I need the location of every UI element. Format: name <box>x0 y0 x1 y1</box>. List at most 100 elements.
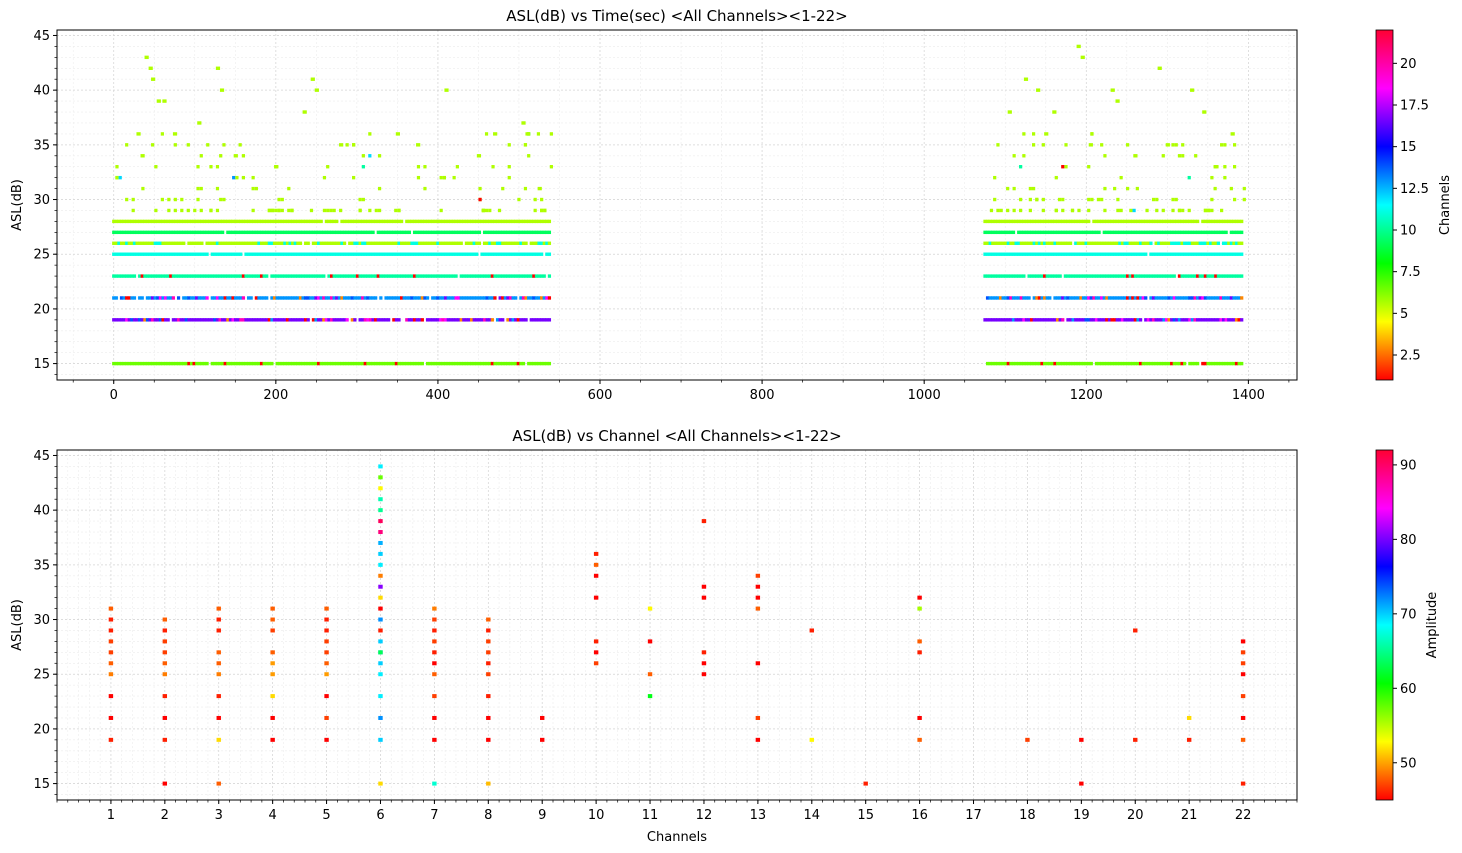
data-point <box>340 296 344 300</box>
data-point <box>1133 318 1137 322</box>
data-point <box>187 296 191 300</box>
data-point <box>1214 252 1218 256</box>
data-point <box>1175 230 1179 235</box>
data-point <box>1126 186 1130 191</box>
data-point <box>1043 318 1047 322</box>
data-point <box>1118 241 1122 245</box>
data-point <box>1110 274 1114 278</box>
data-point <box>549 132 553 136</box>
data-point <box>415 361 419 366</box>
data-point <box>462 274 466 278</box>
data-point <box>477 219 482 224</box>
data-point <box>270 661 275 666</box>
data-point <box>1107 241 1112 245</box>
data-point <box>327 241 331 245</box>
data-point <box>215 252 220 256</box>
data-point <box>1102 296 1106 300</box>
data-point <box>173 197 177 202</box>
data-point <box>140 252 144 256</box>
data-point <box>231 318 235 322</box>
data-point <box>304 361 308 366</box>
data-point <box>1100 197 1104 202</box>
data-point <box>983 274 987 278</box>
data-point <box>368 230 373 235</box>
data-point <box>252 318 256 322</box>
data-point <box>521 361 526 366</box>
data-point <box>379 296 383 300</box>
data-point <box>490 361 494 366</box>
data-point <box>167 197 171 202</box>
data-point <box>311 296 316 300</box>
data-point <box>326 165 330 169</box>
data-point <box>275 219 279 224</box>
data-point <box>1022 154 1026 158</box>
data-point <box>358 252 362 256</box>
data-point <box>1097 361 1101 366</box>
data-point <box>1164 361 1169 366</box>
data-point <box>547 252 552 256</box>
data-point <box>311 274 316 278</box>
data-point <box>350 252 354 256</box>
data-point <box>278 318 282 322</box>
data-point <box>345 230 349 235</box>
data-point <box>249 219 253 224</box>
data-point <box>389 252 393 256</box>
data-point <box>537 318 541 322</box>
data-point <box>187 241 191 245</box>
data-point <box>1071 296 1075 300</box>
data-point <box>1172 252 1176 256</box>
data-point <box>1087 318 1091 322</box>
data-point <box>1240 694 1246 699</box>
data-point <box>1128 318 1132 322</box>
data-point <box>423 274 427 278</box>
data-point <box>488 296 492 300</box>
data-point <box>1157 296 1161 300</box>
data-point <box>167 208 171 213</box>
data-point <box>1076 44 1081 49</box>
data-point <box>1019 197 1023 202</box>
data-point <box>1028 186 1032 191</box>
data-point <box>1146 274 1150 278</box>
data-point <box>1076 296 1080 300</box>
data-point <box>516 318 520 322</box>
data-point <box>1223 165 1227 169</box>
data-point <box>464 318 469 322</box>
data-point <box>1001 274 1005 278</box>
data-point <box>1188 252 1192 256</box>
data-point <box>285 219 290 224</box>
x-tick-label: 1000 <box>908 388 941 403</box>
data-point <box>232 175 236 180</box>
data-point <box>215 230 220 235</box>
colorbar-tick-label: 80 <box>1400 533 1417 548</box>
data-point <box>1157 361 1161 366</box>
data-point <box>223 361 227 366</box>
data-point <box>1001 219 1005 224</box>
data-point <box>378 661 383 666</box>
data-point <box>324 737 329 742</box>
data-point <box>537 219 541 224</box>
data-point <box>1084 219 1088 224</box>
data-point <box>288 361 292 366</box>
data-point <box>353 274 357 278</box>
data-point <box>119 361 124 366</box>
data-point <box>378 595 383 600</box>
data-point <box>310 77 315 81</box>
x-tick-label: 0 <box>110 388 118 403</box>
data-point <box>1151 252 1156 256</box>
data-point <box>410 252 414 256</box>
data-point <box>327 219 331 224</box>
data-point <box>270 252 274 256</box>
data-point <box>701 519 707 524</box>
data-point <box>324 252 328 256</box>
data-point <box>459 274 463 278</box>
data-point <box>431 230 435 235</box>
data-point <box>374 208 378 213</box>
data-point <box>701 650 707 655</box>
data-point <box>322 241 326 245</box>
data-point <box>993 219 997 224</box>
data-point <box>472 296 476 300</box>
data-point <box>1100 296 1104 300</box>
data-point <box>176 274 181 278</box>
data-point <box>1138 361 1143 366</box>
data-point <box>1054 175 1058 180</box>
